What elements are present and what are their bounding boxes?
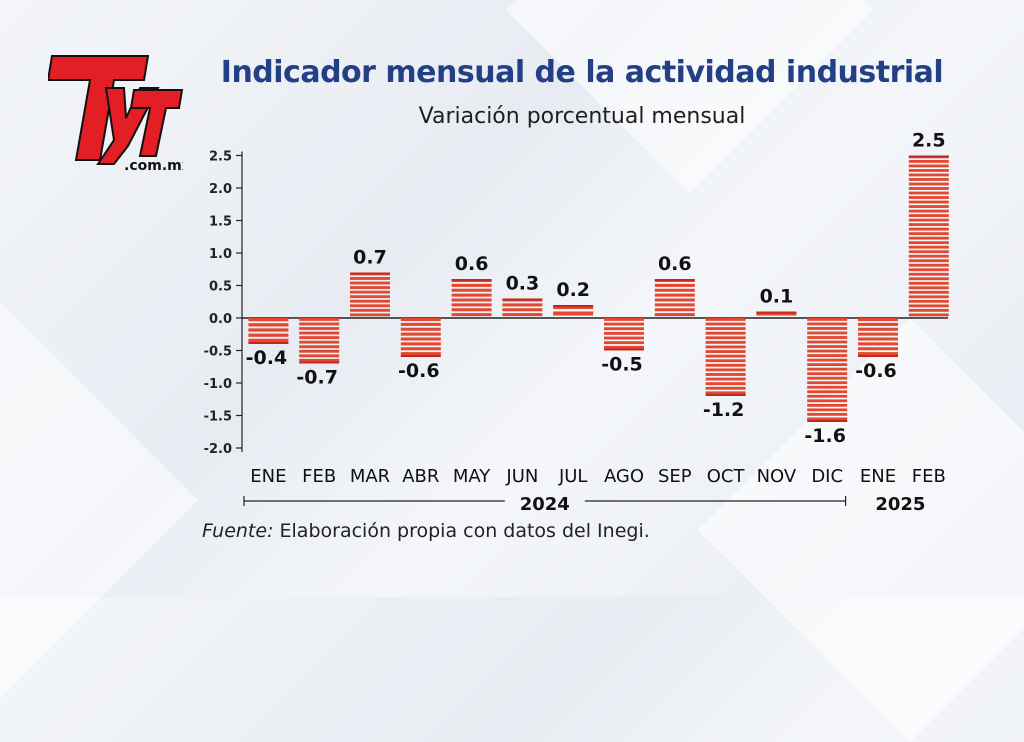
bar-value-label: -1.2: [703, 399, 745, 421]
y-tick-label: 2.5: [209, 150, 232, 165]
source-note: Fuente: Elaboración propia con datos del…: [202, 520, 650, 542]
bar-value-label: 0.6: [455, 253, 489, 275]
x-tick-label: MAY: [453, 466, 491, 487]
bar: [908, 155, 949, 317]
bar: [299, 318, 340, 364]
y-tick-label: -1.5: [204, 410, 232, 425]
bar-value-label: 0.7: [353, 247, 387, 269]
bar-value-label: -0.5: [601, 354, 643, 376]
bar: [756, 311, 797, 316]
bar-chart: 2.52.01.51.00.50.0-0.5-1.0-1.5-2.0 -0.4-…: [204, 130, 949, 515]
x-tick-label: NOV: [757, 466, 797, 487]
chart-subtitle: Variación porcentual mensual: [418, 104, 746, 129]
y-axis: 2.5 2.0 1.5 1.0 0.5 0.0 -0.5 -1.0 -1.5 -2.0: [204, 150, 243, 457]
bar-value-label: -0.6: [855, 360, 897, 382]
bar: [502, 298, 543, 317]
bar: [807, 318, 848, 422]
bar-value-label: 2.5: [912, 130, 946, 152]
bar: [705, 318, 746, 396]
bar-value-label: -1.6: [804, 425, 846, 447]
source-text: Elaboración propia con datos del Inegi.: [273, 520, 650, 542]
bar: [654, 279, 695, 317]
source-label: Fuente:: [202, 520, 274, 542]
bar: [400, 318, 441, 357]
bar: [858, 318, 898, 357]
x-tick-label: AGO: [604, 466, 644, 487]
y-tick-label: 0.0: [209, 312, 232, 327]
bar-value-label: 0.1: [760, 286, 794, 308]
y-tick-label: -2.0: [204, 442, 232, 457]
bar-value-label: -0.7: [296, 367, 338, 389]
x-axis: ENE FEB MAR ABR MAY JUN JUL AGO SEP OCT NOV DIC ENE F…: [243, 466, 946, 515]
y-tick-label: 1.0: [209, 247, 232, 262]
year-label: 2024: [520, 494, 570, 515]
bar: [248, 318, 289, 344]
y-tick-label: -1.0: [204, 377, 232, 392]
y-tick-label: 1.5: [209, 215, 232, 230]
x-tick-label: MAR: [350, 466, 390, 487]
x-tick-label: JUN: [505, 466, 538, 487]
x-tick-label: ENE: [860, 466, 896, 487]
bar: [553, 305, 594, 316]
tyt-logo: .com.mx: [46, 48, 191, 174]
y-tick-label: 0.5: [209, 280, 232, 295]
logo-domain: .com.mx: [124, 158, 183, 173]
bar-value-label: 0.3: [506, 273, 540, 295]
x-tick-label: ENE: [250, 466, 286, 487]
bar: [604, 318, 644, 351]
x-tick-label: FEB: [302, 466, 336, 487]
bar-value-label: 0.2: [556, 279, 590, 301]
bar-value-label: -0.4: [246, 347, 288, 369]
bar: [451, 279, 492, 317]
y-tick-label: -0.5: [204, 345, 232, 360]
bar-value-label: -0.6: [398, 360, 440, 382]
chart-title: Indicador mensual de la actividad indust…: [220, 55, 944, 90]
x-tick-label: FEB: [912, 466, 946, 487]
x-tick-label: ABR: [402, 466, 439, 487]
x-tick-label: DIC: [811, 466, 843, 487]
x-tick-label: JUL: [558, 466, 588, 487]
y-tick-label: 2.0: [209, 182, 232, 197]
year-label: 2025: [875, 494, 925, 515]
x-tick-label: OCT: [707, 466, 746, 487]
bars: -0.4 -0.7 0.7 -0.6 0.6 0.3 0.2 -0.5 0.6 -1.2 0.1 -1…: [242, 130, 949, 447]
bar-value-label: 0.6: [658, 253, 692, 275]
bar: [350, 272, 390, 317]
x-tick-label: SEP: [658, 466, 692, 487]
logo-mark: [46, 55, 184, 165]
